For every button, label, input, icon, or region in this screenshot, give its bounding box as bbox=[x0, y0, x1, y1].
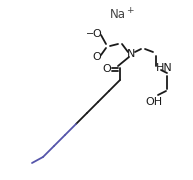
Text: OH: OH bbox=[146, 97, 163, 107]
Text: O: O bbox=[93, 52, 101, 62]
Text: O: O bbox=[103, 64, 111, 74]
Text: Na: Na bbox=[110, 8, 126, 21]
Text: HN: HN bbox=[156, 63, 173, 73]
Text: O: O bbox=[93, 29, 101, 39]
Text: +: + bbox=[126, 6, 134, 15]
Text: −: − bbox=[86, 29, 94, 39]
Text: N: N bbox=[127, 49, 135, 59]
